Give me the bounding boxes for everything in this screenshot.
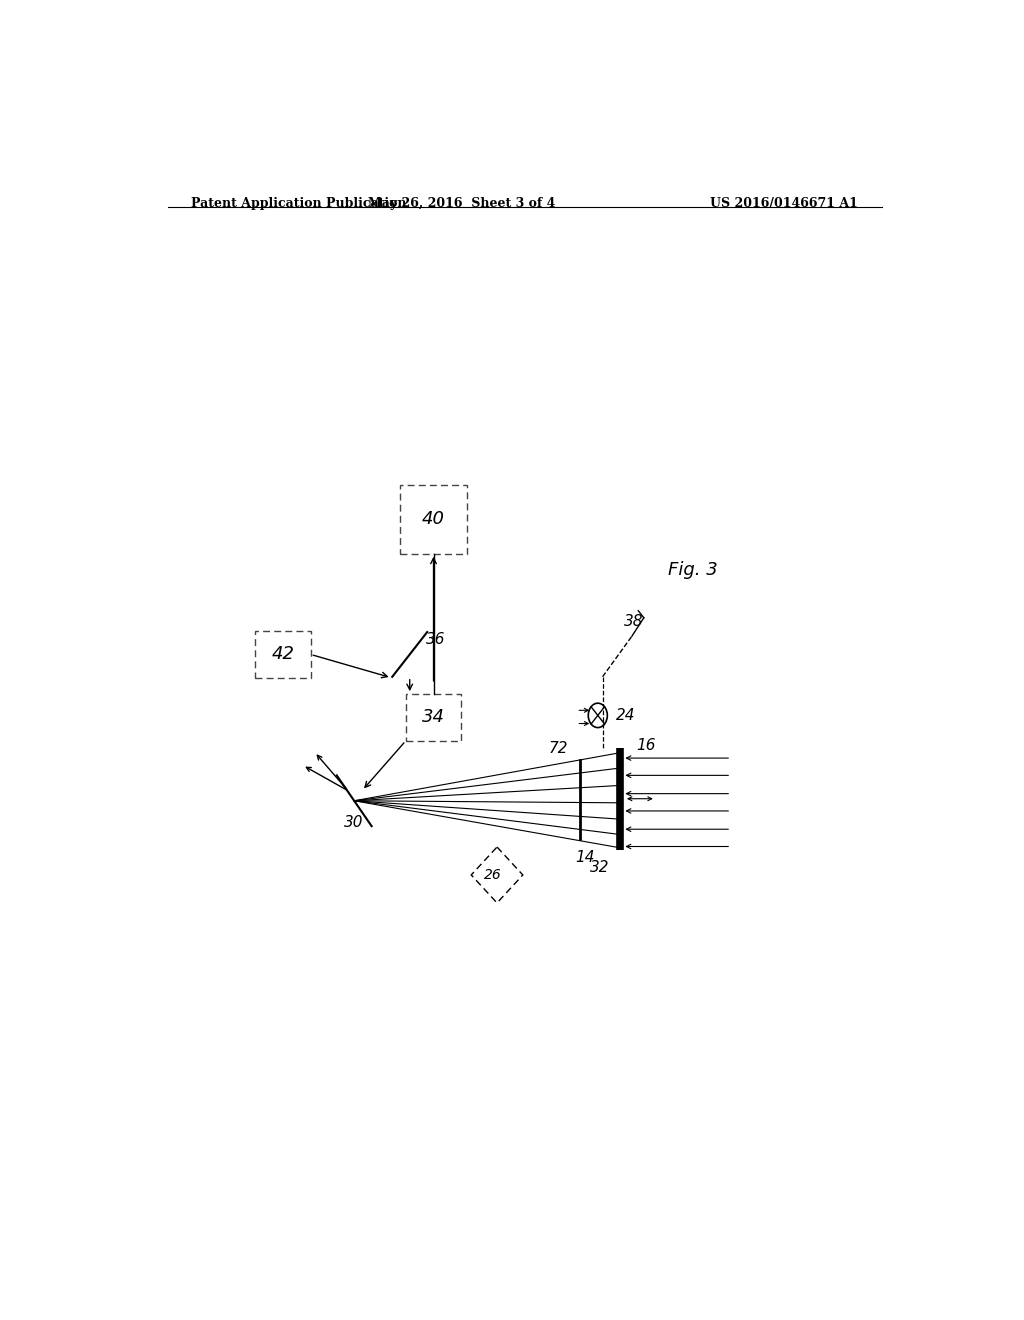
- Text: 42: 42: [271, 645, 294, 664]
- Text: 72: 72: [549, 741, 568, 756]
- Text: US 2016/0146671 A1: US 2016/0146671 A1: [711, 197, 858, 210]
- Text: 32: 32: [590, 859, 609, 875]
- Text: 14: 14: [574, 850, 594, 865]
- Text: 24: 24: [616, 708, 636, 723]
- Text: Patent Application Publication: Patent Application Publication: [191, 197, 407, 210]
- Text: 38: 38: [624, 614, 643, 628]
- Text: 16: 16: [636, 738, 655, 752]
- Text: 40: 40: [422, 511, 445, 528]
- Text: 36: 36: [426, 632, 445, 647]
- Text: Fig. 3: Fig. 3: [668, 561, 718, 579]
- Text: 34: 34: [422, 709, 445, 726]
- Bar: [406, 694, 461, 741]
- Text: 30: 30: [344, 816, 364, 830]
- Text: 26: 26: [484, 869, 502, 882]
- Bar: [399, 484, 467, 554]
- Text: May 26, 2016  Sheet 3 of 4: May 26, 2016 Sheet 3 of 4: [368, 197, 555, 210]
- Bar: [255, 631, 310, 677]
